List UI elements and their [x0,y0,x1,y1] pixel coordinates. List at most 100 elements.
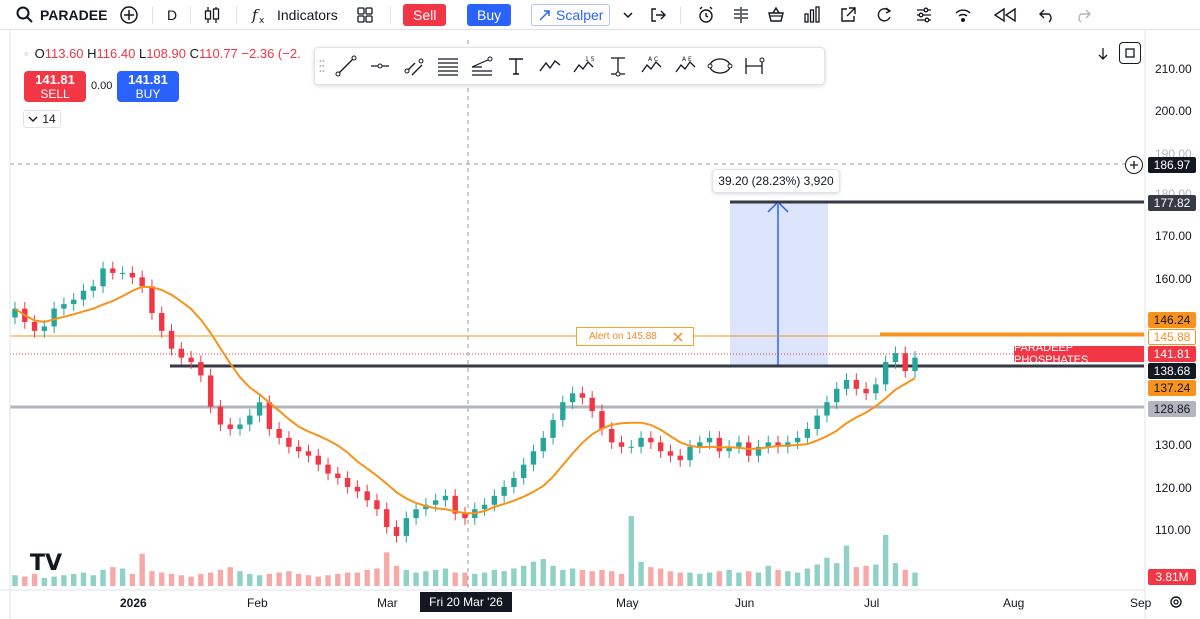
alert-box[interactable]: Alert on 145.88 [576,327,694,346]
alert-clock-icon[interactable] [694,0,718,30]
fullscreen-icon[interactable] [1119,42,1141,64]
volume-bar [902,569,908,586]
date-range-icon[interactable] [737,51,771,81]
scalper-button[interactable]: Scalper [531,4,611,26]
sell-button[interactable]: Sell [403,4,447,26]
volume-bar [843,545,850,586]
close-value: 110.77 [198,46,238,61]
settings-gear-icon[interactable] [1166,592,1186,612]
fib-fan-icon[interactable] [465,51,499,81]
volume-bar [256,575,263,586]
volume-bar [501,571,507,586]
change-value: −2.36 (−2. [241,46,301,61]
candle-body [843,379,850,389]
close-icon[interactable] [673,332,683,342]
volume-bar [677,572,683,586]
refresh-icon[interactable] [872,0,896,30]
chevron-down-icon[interactable] [620,0,636,30]
volume-bar [873,564,879,586]
replay-icon[interactable] [729,0,753,30]
volume-bar [882,534,889,586]
search-icon[interactable] [8,0,42,30]
volume-bar [393,565,400,586]
candle-body [286,437,292,447]
elliott-wave-icon[interactable]: 1 5 [567,51,601,81]
candle-body [178,348,184,358]
trend-line-icon[interactable] [329,51,363,81]
path-icon[interactable] [533,51,567,81]
candle-body [589,397,595,412]
buy-button[interactable]: Buy [467,4,512,26]
volume-bar [12,575,18,586]
indicators-button[interactable]: Indicators [277,7,338,23]
bar-chart-icon[interactable] [800,0,824,30]
chart-canvas[interactable]: 𝗧𝗩 [0,30,1200,619]
volume-bar [511,568,517,586]
candle-body [188,357,194,363]
candle-body [149,286,155,314]
volume-bar [892,563,899,586]
horizontal-line-icon[interactable] [363,51,397,81]
volume-bar [325,575,331,586]
candle-body [912,357,918,371]
volume-bar [716,571,723,586]
price-tick: 210.00 [1155,62,1192,76]
volume-bar [834,563,840,586]
volume-bar [80,572,87,586]
measure-region[interactable] [730,202,828,366]
abcd-pattern-icon[interactable]: A C [635,51,669,81]
settings-sliders-icon[interactable] [912,0,936,30]
volume-bar [149,571,155,586]
candle-body [882,362,889,385]
svg-text:A E: A E [682,56,692,63]
volume-bar [188,576,194,586]
fib-retracement-icon[interactable] [431,51,465,81]
candle-body [256,402,263,416]
symbol-search[interactable]: PARADEE [40,7,108,23]
candles-icon[interactable] [200,0,224,30]
ellipse-icon[interactable] [703,51,737,81]
volume-bar [247,573,253,586]
volume-bar [628,516,634,586]
undo-icon[interactable] [1036,0,1058,30]
volume-bar [403,569,409,586]
volume-bar [775,569,781,586]
candle-body [794,437,801,443]
export-icon[interactable] [646,0,670,30]
rewind-icon[interactable] [990,0,1020,30]
sell-quick-button[interactable]: 141.81 SELL [24,71,86,102]
popout-icon[interactable] [836,0,860,30]
text-tool-icon[interactable] [499,51,533,81]
volume-bar [452,572,458,586]
buy-quick-button[interactable]: 141.81 BUY [117,71,179,102]
support-price-label: 138.68 [1148,363,1196,379]
basket-icon[interactable] [764,0,788,30]
candle-body [110,268,116,273]
redo-icon[interactable] [1072,0,1094,30]
templates-icon[interactable] [354,0,376,30]
symbol-price-label: PARADEEP PHOSPHATES [1014,342,1144,366]
candle-body [765,442,771,447]
price-range-icon[interactable] [601,51,635,81]
broadcast-icon[interactable] [951,0,975,30]
head-shoulders-icon[interactable]: A E [669,51,703,81]
add-level-icon[interactable] [1125,156,1143,174]
interval-button[interactable]: D [166,7,178,23]
channel-icon[interactable] [397,51,431,81]
volume-bar [266,573,273,586]
indicator-count: 14 [42,112,56,126]
compare-add-icon[interactable] [117,0,141,30]
candle-body [755,446,762,456]
download-arrow-icon[interactable] [1093,44,1113,64]
volume-label: 3.81M [1148,569,1196,585]
alert-line-label: 145.88 [1148,329,1196,345]
indicator-count-toggle[interactable]: 14 [23,110,61,128]
candle-body [354,486,361,492]
candle-body [687,446,693,461]
candle-body [599,411,605,429]
drag-handle-icon[interactable] [315,51,329,81]
crosshair-date-label: Fri 20 Mar '26 [420,592,512,612]
volume-bar [129,573,136,586]
volume-bar [354,572,361,586]
